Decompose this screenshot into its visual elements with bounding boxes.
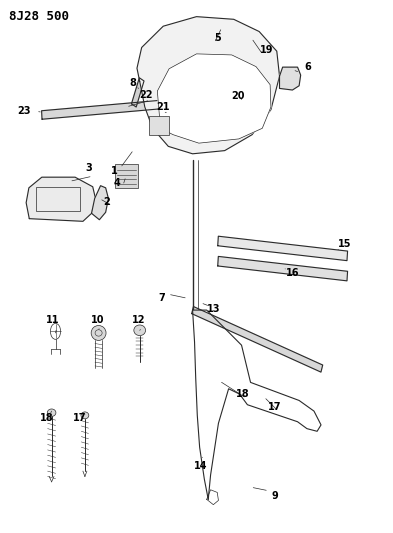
Text: 1: 1 bbox=[111, 166, 118, 176]
Text: 19: 19 bbox=[260, 45, 274, 54]
Text: 18: 18 bbox=[40, 413, 54, 423]
Polygon shape bbox=[218, 236, 347, 261]
Ellipse shape bbox=[91, 326, 106, 341]
Polygon shape bbox=[157, 54, 271, 143]
Text: 16: 16 bbox=[286, 268, 299, 278]
Text: 9: 9 bbox=[272, 491, 278, 501]
Bar bbox=[149, 116, 169, 135]
Bar bbox=[115, 165, 138, 188]
Text: 11: 11 bbox=[46, 314, 59, 325]
Text: 13: 13 bbox=[208, 304, 221, 314]
Text: 22: 22 bbox=[140, 90, 153, 100]
Polygon shape bbox=[137, 17, 279, 154]
Text: 18: 18 bbox=[236, 389, 250, 399]
Ellipse shape bbox=[134, 325, 145, 336]
Text: 17: 17 bbox=[73, 413, 86, 423]
Ellipse shape bbox=[47, 409, 56, 416]
Polygon shape bbox=[218, 256, 347, 281]
Text: 17: 17 bbox=[268, 402, 281, 413]
Polygon shape bbox=[92, 185, 108, 220]
Text: 12: 12 bbox=[132, 314, 145, 325]
Text: 21: 21 bbox=[156, 102, 170, 112]
Text: 4: 4 bbox=[114, 178, 120, 188]
Text: 10: 10 bbox=[91, 314, 105, 325]
Text: 14: 14 bbox=[194, 461, 207, 471]
Polygon shape bbox=[42, 99, 181, 119]
Polygon shape bbox=[26, 177, 95, 221]
Text: 8: 8 bbox=[129, 78, 136, 87]
Text: 8J28 500: 8J28 500 bbox=[9, 10, 68, 23]
Text: 5: 5 bbox=[215, 33, 221, 43]
Text: 23: 23 bbox=[17, 106, 31, 116]
Text: 20: 20 bbox=[231, 91, 244, 101]
Polygon shape bbox=[132, 78, 144, 107]
Polygon shape bbox=[279, 67, 301, 90]
Text: 15: 15 bbox=[338, 239, 351, 249]
Text: 6: 6 bbox=[305, 62, 312, 72]
Polygon shape bbox=[181, 98, 187, 107]
Ellipse shape bbox=[81, 412, 89, 419]
Text: 7: 7 bbox=[159, 293, 165, 303]
Text: 2: 2 bbox=[103, 197, 110, 207]
Text: 3: 3 bbox=[85, 163, 92, 173]
Bar bbox=[36, 187, 80, 211]
Polygon shape bbox=[192, 306, 323, 372]
